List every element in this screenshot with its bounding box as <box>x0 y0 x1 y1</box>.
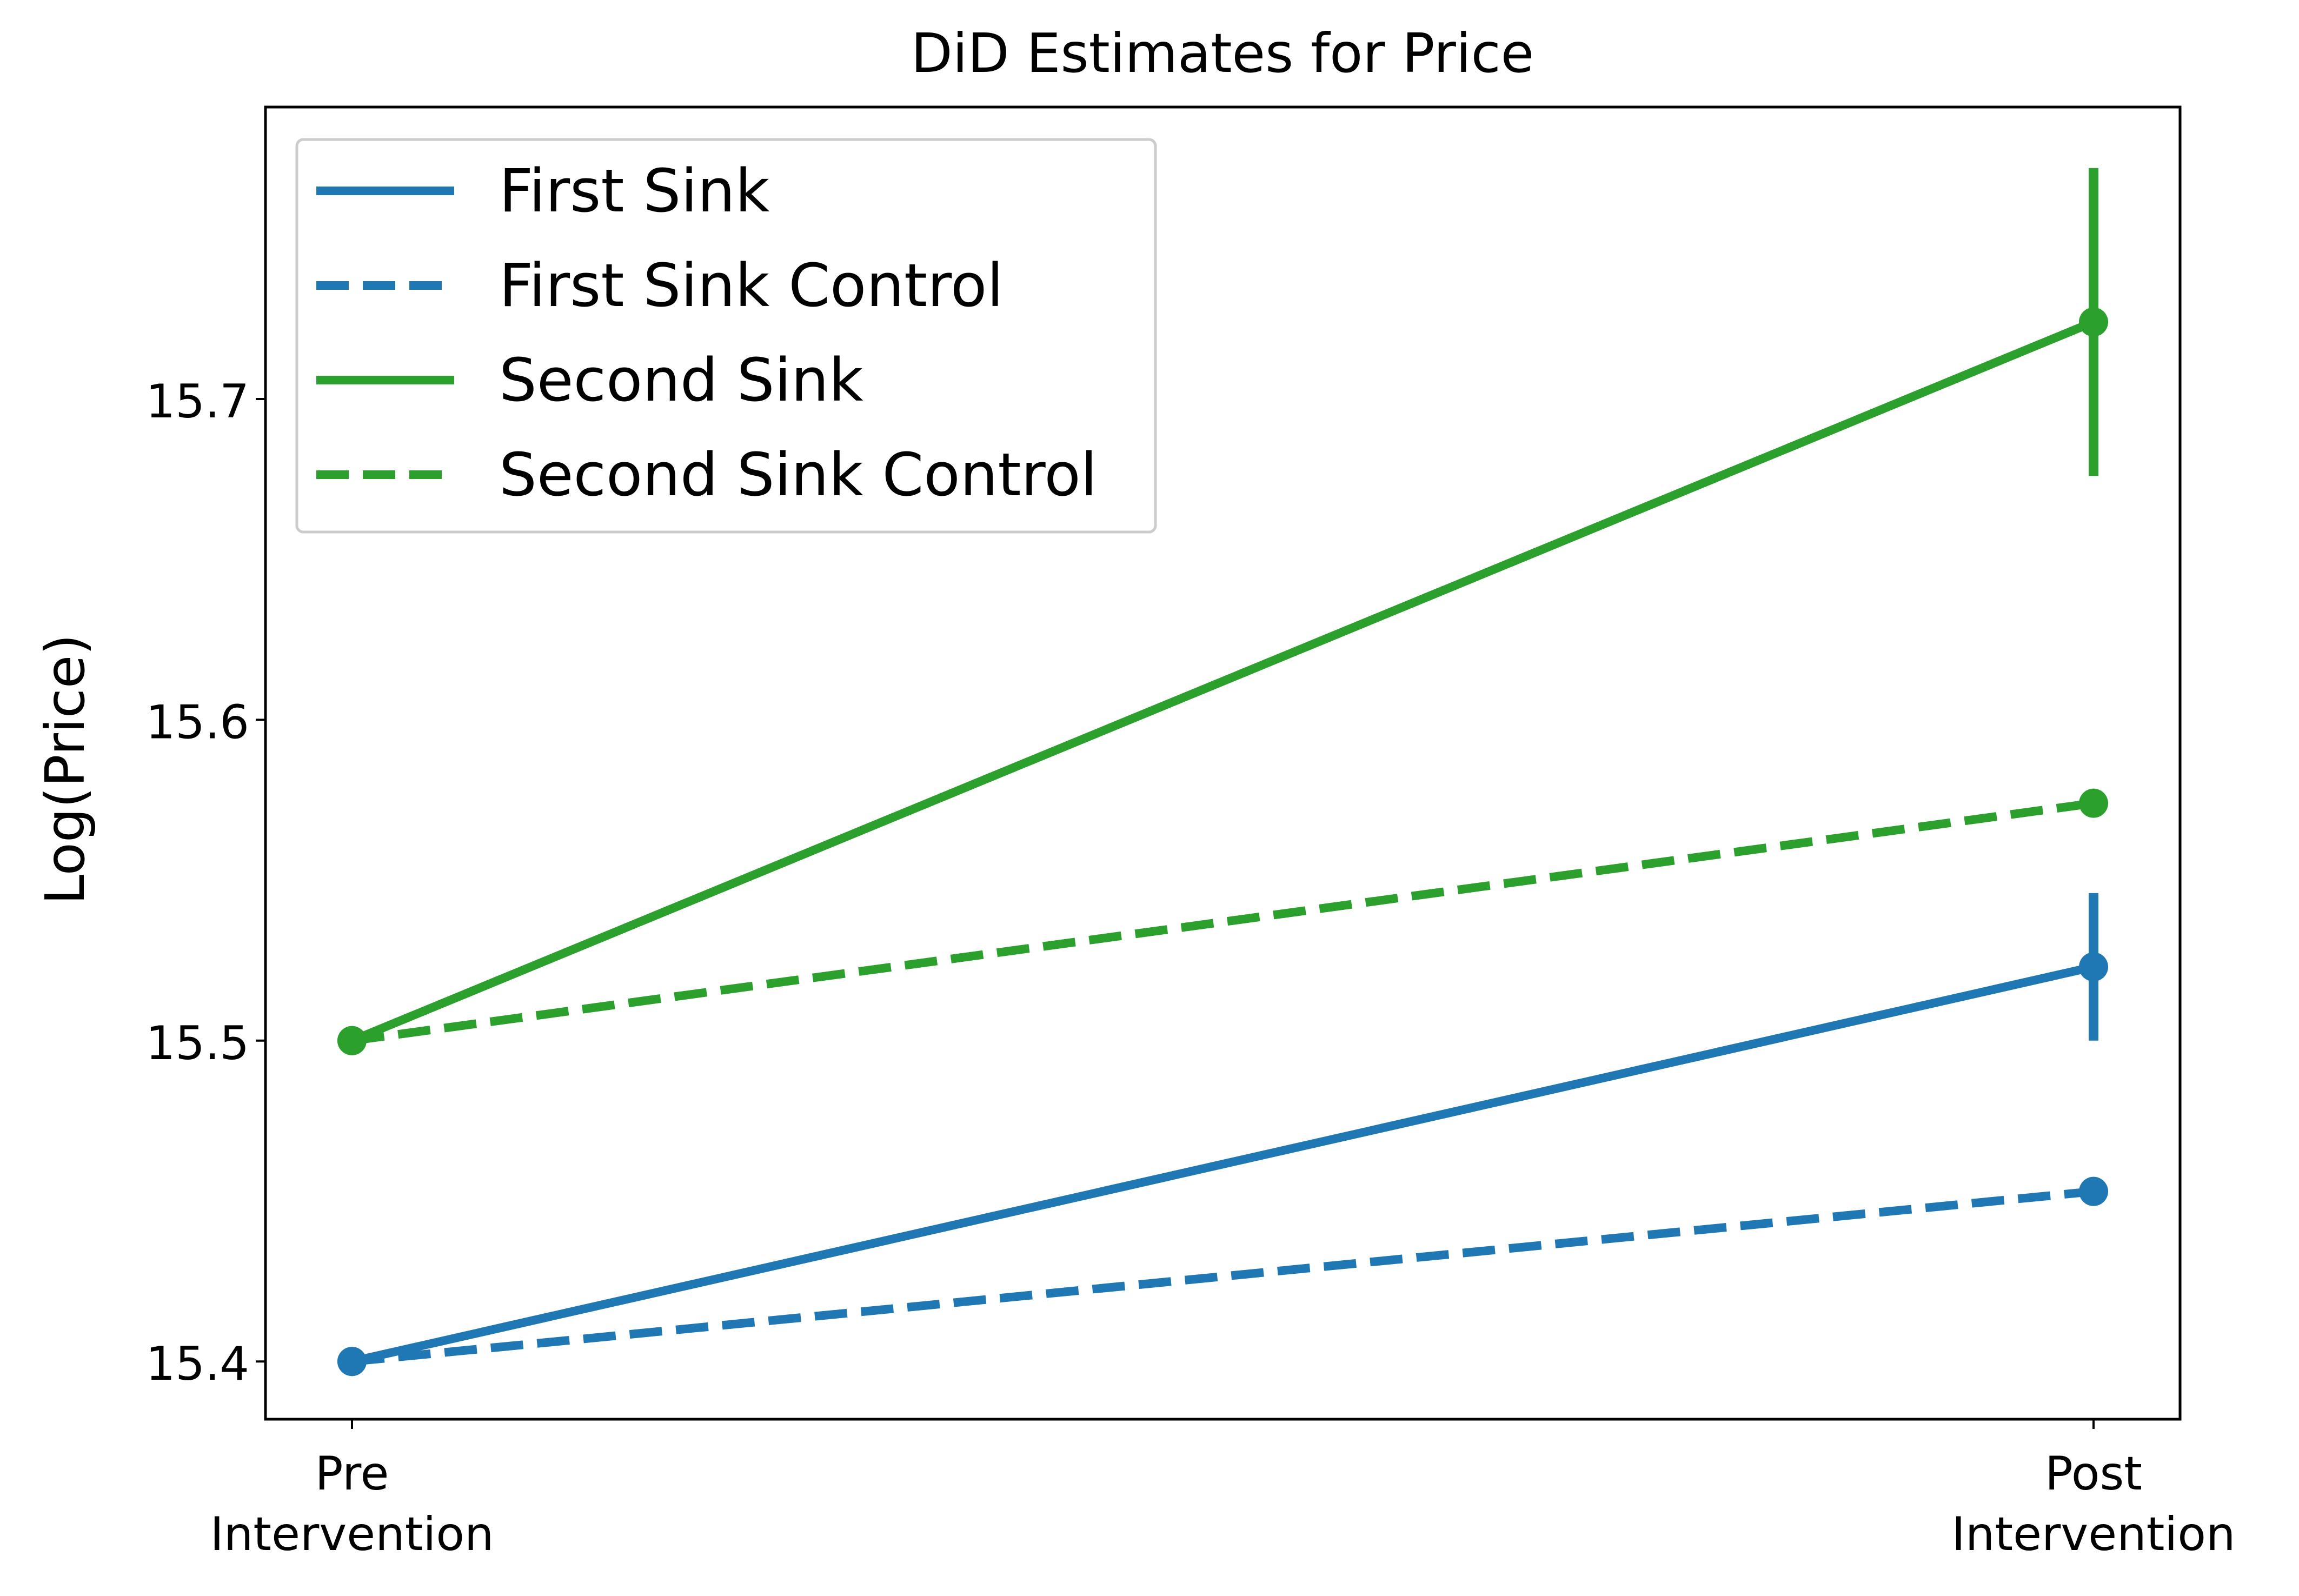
y-tick-label: 15.7 <box>146 375 249 429</box>
data-point-second-sink-control <box>2079 788 2108 818</box>
series-line-second-sink <box>350 318 2096 1045</box>
y-axis-label: Log(Price) <box>34 634 97 905</box>
data-point-first-sink-control <box>2079 1176 2108 1206</box>
legend-label-second-sink: Second Sink <box>499 345 863 415</box>
series-line-first-sink <box>351 962 2095 1366</box>
data-point-first-sink <box>2079 952 2108 982</box>
legend: First Sink First Sink Control Second Sink S… <box>295 138 1157 534</box>
x-tick-label: Intervention <box>210 1507 494 1561</box>
data-point-second-sink <box>2079 307 2108 337</box>
y-tick-label: 15.5 <box>146 1016 249 1070</box>
legend-label-first-sink: First Sink <box>499 156 770 225</box>
plot-series <box>337 168 2108 1376</box>
legend-label-second-sink-control: Second Sink Control <box>499 440 1097 509</box>
data-point-first-sink-control <box>337 1347 367 1376</box>
x-tick-label: Pre <box>315 1447 389 1501</box>
series-line-first-sink-control <box>351 1187 2094 1366</box>
chart-title: DiD Estimates for Price <box>911 22 1534 85</box>
data-point-second-sink-control <box>337 1026 367 1055</box>
series-line-second-sink-control <box>351 799 2095 1045</box>
plot-frame <box>264 105 2182 1421</box>
legend-box <box>295 138 1157 534</box>
x-tick-label: Intervention <box>1952 1507 2236 1561</box>
y-tick-label: 15.4 <box>146 1337 249 1391</box>
legend-label-first-sink-control: First Sink Control <box>499 251 1004 320</box>
y-tick-label: 15.6 <box>146 695 249 749</box>
axis-ticks: 15.4 15.5 15.6 15.7 Pre Intervention Post Inter… <box>146 375 2236 1561</box>
x-tick-label: Post <box>2045 1447 2142 1501</box>
